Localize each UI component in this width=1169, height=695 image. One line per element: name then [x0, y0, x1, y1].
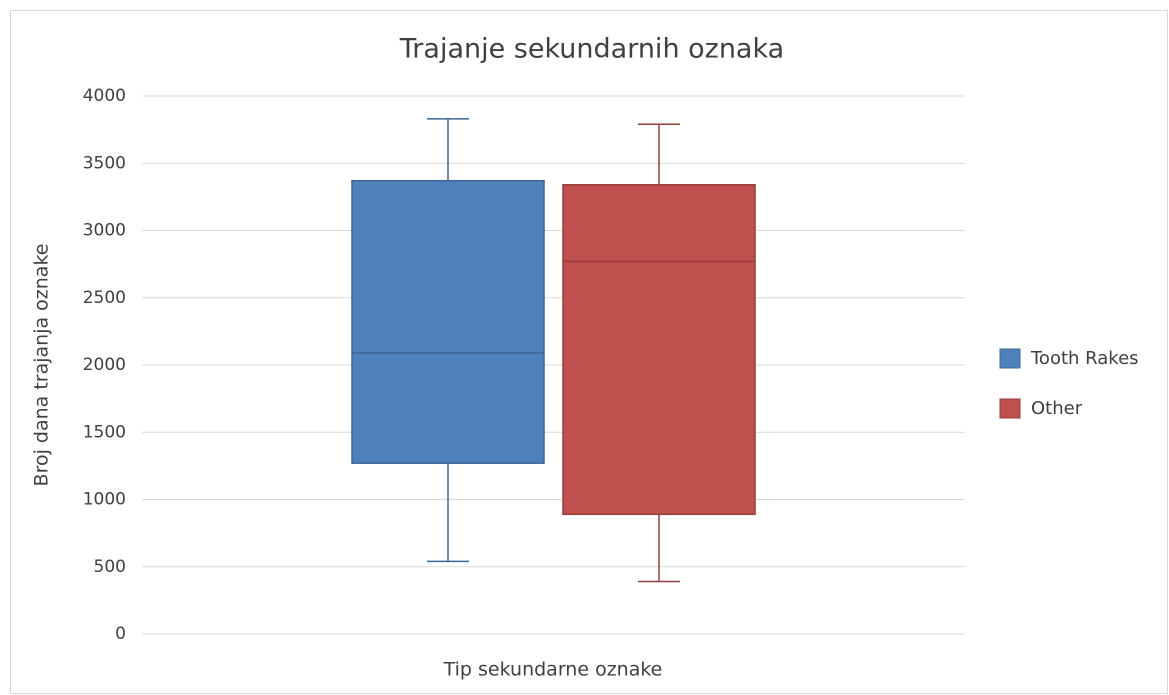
- legend-swatch: [999, 348, 1021, 369]
- legend-label: Other: [1031, 398, 1083, 419]
- y-tick-label: 2500: [83, 288, 126, 308]
- box: [351, 179, 545, 464]
- y-tick-label: 1500: [83, 422, 126, 442]
- legend-swatch: [999, 398, 1021, 419]
- chart-title: Trajanje sekundarnih oznaka: [399, 34, 784, 65]
- y-axis-label: Broj dana trajanja oznake: [31, 244, 53, 487]
- y-tick-label: 0: [115, 624, 126, 644]
- y-tick-label: 4000: [83, 86, 126, 106]
- box: [562, 184, 756, 516]
- legend-label: Tooth Rakes: [1030, 348, 1139, 369]
- y-tick-label: 1000: [83, 490, 126, 510]
- x-axis-label: Tip sekundarne oznake: [443, 659, 663, 681]
- y-tick-label: 3500: [83, 153, 126, 173]
- y-tick-label: 3000: [83, 221, 126, 241]
- y-tick-label: 500: [94, 557, 126, 577]
- y-tick-label: 2000: [83, 355, 126, 375]
